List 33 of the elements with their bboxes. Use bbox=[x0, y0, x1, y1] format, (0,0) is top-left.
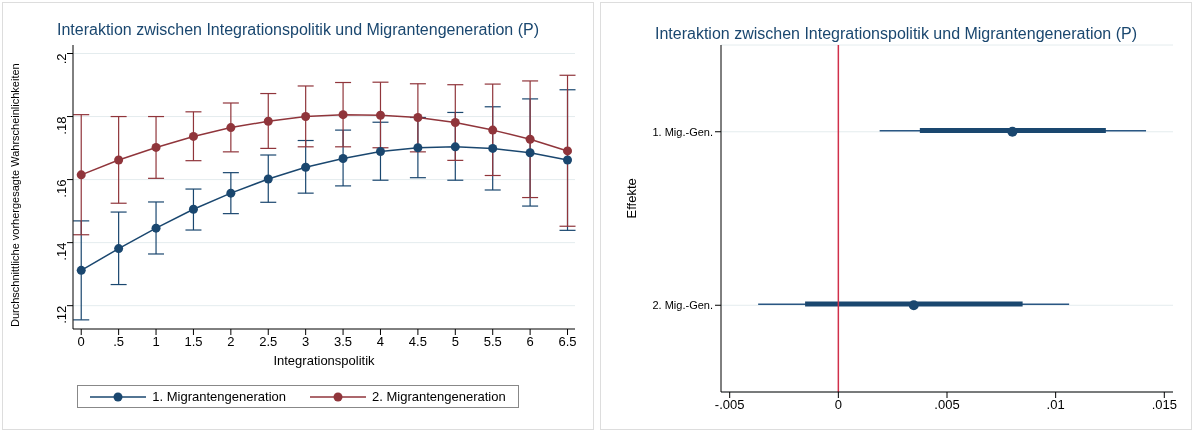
y-tick-label: 2. Mig.-Gen. bbox=[652, 299, 713, 312]
x-axis-title: Integrationspolitik bbox=[273, 353, 376, 368]
x-tick-label: 2 bbox=[227, 334, 235, 350]
x-tick-label: 3 bbox=[302, 334, 310, 350]
y-tick-label: .2 bbox=[53, 53, 69, 65]
x-tick-label: .01 bbox=[1046, 397, 1065, 413]
y-tick-label: .14 bbox=[53, 242, 69, 261]
chart-title: Interaktion zwischen Integrationspolitik und Migrantengeneration (P) bbox=[55, 21, 540, 39]
x-tick-label: 4.5 bbox=[408, 334, 427, 350]
y-tick-label: .18 bbox=[53, 116, 69, 135]
x-tick-label: 6 bbox=[526, 334, 534, 350]
x-tick-label: 4 bbox=[376, 334, 385, 350]
legend-label: 2. Migrantengeneration bbox=[372, 389, 506, 404]
y-tick-label: 1. Mig.-Gen. bbox=[652, 125, 713, 138]
chart-title: Interaktion zwischen Integrationspolitik und Migrantengeneration (P) bbox=[653, 25, 1138, 43]
x-tick-label: 1.5 bbox=[184, 334, 203, 350]
y-axis-title: Durchschnittliche vorhergesagte Wahrscheinlichkeiten bbox=[8, 63, 21, 327]
x-tick-label: -.005 bbox=[714, 397, 745, 413]
legend-label: 1. Migrantengeneration bbox=[152, 389, 286, 404]
x-tick-label: 6.5 bbox=[558, 334, 577, 350]
y-tick-label: .16 bbox=[53, 179, 69, 198]
x-tick-label: 5.5 bbox=[483, 334, 502, 350]
x-tick-label: 3.5 bbox=[334, 334, 353, 350]
x-tick-label: 0 bbox=[834, 397, 842, 413]
x-tick-label: .5 bbox=[113, 334, 125, 350]
y-axis-title: Effekte bbox=[623, 178, 639, 219]
y-tick-label: .12 bbox=[53, 305, 69, 324]
x-tick-label: .015 bbox=[1151, 397, 1177, 413]
x-tick-label: .005 bbox=[934, 397, 960, 413]
x-tick-label: 5 bbox=[451, 334, 459, 350]
x-tick-label: 1 bbox=[152, 334, 160, 350]
x-tick-label: 0 bbox=[77, 334, 85, 350]
x-tick-label: 2.5 bbox=[259, 334, 278, 350]
